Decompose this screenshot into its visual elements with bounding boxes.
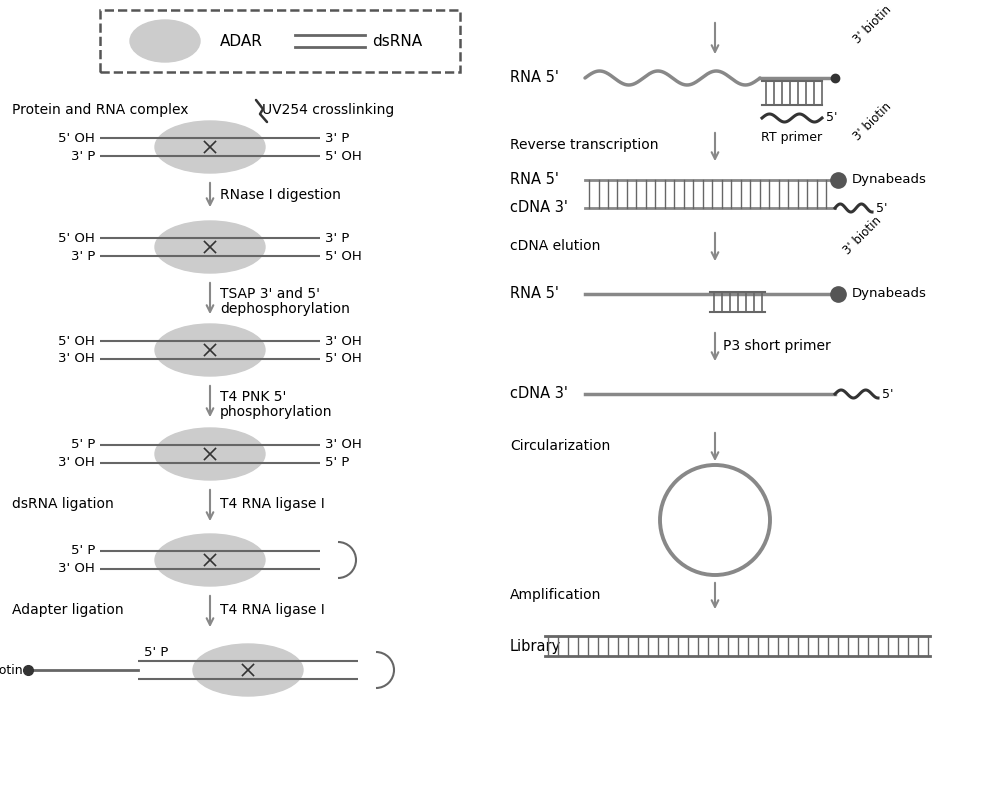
Text: 3' biotin: 3' biotin (850, 100, 894, 144)
Text: 5': 5' (876, 201, 888, 214)
Text: 5': 5' (826, 111, 838, 124)
Text: 3' OH: 3' OH (325, 334, 362, 347)
Text: 5' P: 5' P (71, 439, 95, 452)
Ellipse shape (155, 324, 265, 376)
Text: 3' biotin: 3' biotin (840, 214, 884, 257)
Text: 5' P: 5' P (144, 646, 168, 658)
Text: T4 PNK 5': T4 PNK 5' (220, 390, 286, 404)
Text: dsRNA: dsRNA (372, 34, 422, 48)
Text: P3 short primer: P3 short primer (723, 339, 831, 353)
Text: Dynabeads: Dynabeads (852, 173, 927, 187)
Text: dephosphorylation: dephosphorylation (220, 302, 350, 316)
Text: 5' OH: 5' OH (58, 132, 95, 144)
Ellipse shape (155, 428, 265, 480)
FancyBboxPatch shape (100, 10, 460, 72)
Text: phosphorylation: phosphorylation (220, 405, 332, 419)
Text: 3' biotin: 3' biotin (0, 663, 23, 677)
Text: 5' OH: 5' OH (325, 353, 362, 366)
Text: 3' P: 3' P (325, 132, 349, 144)
Text: T4 RNA ligase I: T4 RNA ligase I (220, 497, 325, 511)
Text: RT primer: RT primer (761, 131, 823, 144)
Text: T4 RNA ligase I: T4 RNA ligase I (220, 603, 325, 617)
Text: 3' biotin: 3' biotin (850, 3, 894, 47)
Text: 5' P: 5' P (71, 545, 95, 557)
Text: Protein and RNA complex: Protein and RNA complex (12, 103, 188, 117)
Text: 3' P: 3' P (71, 149, 95, 163)
Text: Circularization: Circularization (510, 439, 610, 453)
Ellipse shape (155, 221, 265, 273)
Text: 3' P: 3' P (325, 232, 349, 245)
Text: 5' P: 5' P (325, 456, 349, 469)
Ellipse shape (155, 121, 265, 173)
Text: Adapter ligation: Adapter ligation (12, 603, 124, 617)
Text: 3' P: 3' P (71, 249, 95, 262)
Text: Library: Library (510, 638, 561, 654)
Text: UV254 crosslinking: UV254 crosslinking (262, 103, 394, 117)
Ellipse shape (130, 20, 200, 62)
Text: dsRNA ligation: dsRNA ligation (12, 497, 114, 511)
Ellipse shape (155, 534, 265, 586)
Text: Reverse transcription: Reverse transcription (510, 138, 658, 152)
Ellipse shape (193, 644, 303, 696)
Text: Amplification: Amplification (510, 588, 601, 602)
Text: RNA 5': RNA 5' (510, 172, 559, 188)
Text: cDNA 3': cDNA 3' (510, 200, 568, 216)
Text: 5' OH: 5' OH (58, 334, 95, 347)
Text: 5' OH: 5' OH (58, 232, 95, 245)
Text: 5' OH: 5' OH (325, 249, 362, 262)
Text: TSAP 3' and 5': TSAP 3' and 5' (220, 287, 320, 301)
Text: 3' OH: 3' OH (325, 439, 362, 452)
Text: Dynabeads: Dynabeads (852, 287, 927, 301)
Circle shape (660, 465, 770, 575)
Text: RNA 5': RNA 5' (510, 286, 559, 302)
Text: 5': 5' (882, 387, 894, 400)
Text: 3' OH: 3' OH (58, 456, 95, 469)
Text: 3' OH: 3' OH (58, 562, 95, 576)
Text: ADAR: ADAR (220, 34, 263, 48)
Text: RNase I digestion: RNase I digestion (220, 188, 341, 202)
Text: cDNA elution: cDNA elution (510, 239, 600, 253)
Text: 5' OH: 5' OH (325, 149, 362, 163)
Text: 3' OH: 3' OH (58, 353, 95, 366)
Text: cDNA 3': cDNA 3' (510, 387, 568, 402)
Text: RNA 5': RNA 5' (510, 71, 559, 86)
